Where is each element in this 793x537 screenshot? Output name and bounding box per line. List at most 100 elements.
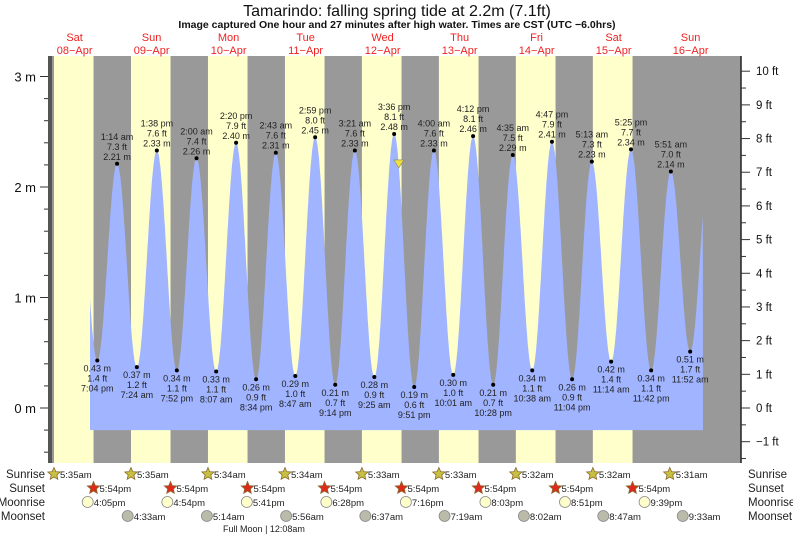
sunset-icon xyxy=(471,480,486,495)
sunrise-time: 5:35am xyxy=(137,470,169,481)
tide-time-label: 4:35 am xyxy=(497,123,530,133)
tide-ft-label: 1.1 ft xyxy=(167,383,188,393)
tide-time-label: 8:47 am xyxy=(279,399,312,409)
tide-m-label: 2.33 m xyxy=(341,139,369,149)
left-axis-label: 2 m xyxy=(14,180,36,195)
tide-ft-label: 7.6 ft xyxy=(147,129,168,139)
high-tide-point xyxy=(234,140,239,145)
right-axis-label: −1 ft xyxy=(756,437,780,449)
daylight-band xyxy=(54,56,94,463)
tide-m-label: 0.34 m xyxy=(518,373,546,383)
low-tide-point xyxy=(412,385,417,390)
high-tide-point xyxy=(510,152,515,157)
day-name-label: Sat xyxy=(605,32,622,44)
day-date-label: 15−Apr xyxy=(596,45,632,57)
right-axis-label: 8 ft xyxy=(756,134,773,146)
sunset-icon xyxy=(317,480,332,495)
low-tide-point xyxy=(95,358,100,363)
moonrise-row-label-right: Moonrise xyxy=(748,497,793,509)
day-name-label: Sun xyxy=(681,32,701,44)
day-name-label: Fri xyxy=(530,32,543,44)
moonrise-icon xyxy=(400,496,412,508)
tide-time-label: 10:28 pm xyxy=(474,408,512,418)
high-tide-point xyxy=(628,147,633,152)
sunset-icon xyxy=(163,480,178,495)
tide-ft-label: 7.9 ft xyxy=(226,121,247,131)
low-tide-point xyxy=(530,368,535,373)
day-date-label: 13−Apr xyxy=(442,45,478,57)
tide-m-label: 2.23 m xyxy=(578,150,606,160)
right-axis-label: 3 ft xyxy=(756,302,773,314)
tide-time-label: 11:52 am xyxy=(672,375,709,385)
extreme-labels: 0.43 m1.4 ft7:04 pm1:14 am7.3 ft2.21 m0.… xyxy=(81,102,709,420)
tide-m-label: 0.34 m xyxy=(163,373,191,383)
day-date-label: 12−Apr xyxy=(365,45,401,57)
sunrise-row-label-left: Sunrise xyxy=(6,469,45,481)
water-area xyxy=(90,134,703,431)
moonset-icon xyxy=(597,510,610,522)
tide-ft-label: 0.9 ft xyxy=(364,390,385,400)
tide-ft-label: 0.9 ft xyxy=(562,392,583,402)
tide-ft-label: 7.7 ft xyxy=(621,127,642,137)
tide-time-label: 4:00 am xyxy=(418,119,451,129)
day-name-label: Sun xyxy=(142,32,162,44)
low-tide-point xyxy=(688,349,693,354)
tide-time-label: 1:14 am xyxy=(101,132,134,142)
tide-ft-label: 8.0 ft xyxy=(305,115,326,125)
moonrise-time: 7:16pm xyxy=(412,498,444,509)
day-date-label: 10−Apr xyxy=(211,45,247,57)
tide-ft-label: 1.0 ft xyxy=(443,388,464,398)
sunset-icon xyxy=(625,480,640,495)
high-tide-point xyxy=(471,134,476,139)
moonset-time: 9:33am xyxy=(689,512,721,523)
tide-m-label: 0.30 m xyxy=(439,378,467,388)
low-tide-point xyxy=(451,372,456,377)
left-axis-label: 1 m xyxy=(14,291,36,306)
tide-m-label: 2.34 m xyxy=(617,137,645,147)
day-name-label: Tue xyxy=(296,32,315,44)
tide-time-label: 5:25 pm xyxy=(615,117,648,127)
high-tide-point xyxy=(194,156,199,161)
tide-m-label: 2.31 m xyxy=(262,141,290,151)
tide-m-label: 2.29 m xyxy=(499,143,527,153)
tide-ft-label: 1.4 ft xyxy=(601,375,622,385)
sunset-time: 5:54pm xyxy=(254,484,286,495)
sunset-row-label-left: Sunset xyxy=(9,483,46,495)
moonset-time: 5:56am xyxy=(292,512,324,523)
tide-time-label: 7:04 pm xyxy=(81,383,114,393)
moonrise-icon xyxy=(161,496,174,508)
sunrise-icon xyxy=(354,466,370,481)
tide-ft-label: 7.3 ft xyxy=(582,140,603,150)
chart-title: Tamarindo: falling spring tide at 2.2m (… xyxy=(243,3,551,20)
tide-time-label: 1:38 pm xyxy=(141,119,174,129)
tide-time-label: 2:20 pm xyxy=(220,111,253,121)
day-date-label: 14−Apr xyxy=(519,45,555,57)
low-tide-point xyxy=(372,375,377,380)
low-tide-point xyxy=(609,359,614,364)
sunrise-time: 5:33am xyxy=(445,470,477,481)
tide-curve xyxy=(90,134,703,431)
sunrise-icon xyxy=(200,466,216,481)
sunset-row-label-right: Sunset xyxy=(748,483,785,495)
tide-time-label: 11:14 am xyxy=(593,385,630,395)
moonrise-time: 6:28pm xyxy=(332,498,364,509)
tide-m-label: 2.48 m xyxy=(380,122,408,132)
tide-m-label: 0.37 m xyxy=(123,370,151,380)
tide-time-label: 9:25 am xyxy=(358,400,391,410)
low-tide-point xyxy=(174,368,179,373)
tide-time-label: 4:47 pm xyxy=(536,110,569,120)
tide-time-label: 7:52 pm xyxy=(161,393,194,403)
moonset-time: 4:33am xyxy=(134,512,166,523)
high-tide-point xyxy=(313,135,318,140)
moonrise-icon xyxy=(240,496,253,508)
high-tide-point xyxy=(392,131,397,136)
tide-ft-label: 7.9 ft xyxy=(542,120,563,130)
high-tide-point xyxy=(668,169,673,174)
day-name-label: Mon xyxy=(218,32,239,44)
low-tide-point xyxy=(134,365,139,370)
moonrise-time: 5:41pm xyxy=(253,498,285,509)
tide-ft-label: 1.0 ft xyxy=(285,389,306,399)
tide-ft-label: 7.4 ft xyxy=(187,136,208,146)
low-tide-point xyxy=(333,382,338,387)
